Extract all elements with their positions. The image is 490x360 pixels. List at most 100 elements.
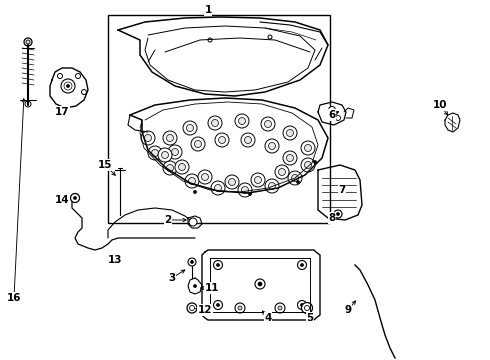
Circle shape [191, 137, 205, 151]
Circle shape [61, 79, 75, 93]
Circle shape [185, 174, 199, 188]
Circle shape [64, 82, 72, 90]
Circle shape [301, 302, 313, 314]
Circle shape [228, 179, 236, 185]
Circle shape [245, 136, 251, 144]
Circle shape [141, 131, 155, 145]
Circle shape [189, 218, 197, 226]
Circle shape [74, 197, 76, 199]
Circle shape [183, 121, 197, 135]
Circle shape [194, 284, 196, 288]
Text: 14: 14 [55, 195, 69, 205]
Circle shape [151, 149, 158, 157]
Circle shape [211, 181, 225, 195]
Circle shape [225, 175, 239, 189]
Circle shape [187, 303, 197, 313]
Circle shape [145, 135, 151, 141]
Circle shape [148, 146, 162, 160]
Circle shape [214, 261, 222, 270]
Circle shape [215, 133, 229, 147]
Circle shape [255, 279, 265, 289]
Circle shape [336, 116, 341, 121]
Text: 5: 5 [306, 313, 314, 323]
Circle shape [71, 194, 79, 202]
Circle shape [301, 158, 315, 172]
Text: 12: 12 [198, 305, 212, 315]
Text: 2: 2 [164, 215, 171, 225]
Circle shape [283, 151, 297, 165]
Circle shape [178, 163, 186, 171]
Circle shape [238, 306, 242, 310]
Circle shape [287, 154, 294, 162]
Circle shape [292, 175, 298, 181]
Circle shape [214, 301, 222, 310]
Circle shape [188, 258, 196, 266]
Circle shape [283, 126, 297, 140]
Circle shape [191, 261, 194, 264]
Text: 1: 1 [204, 5, 212, 15]
Circle shape [75, 73, 80, 78]
Circle shape [172, 148, 178, 156]
Circle shape [208, 116, 222, 130]
Circle shape [194, 190, 196, 194]
Circle shape [268, 35, 272, 39]
Circle shape [261, 117, 275, 131]
Circle shape [337, 212, 340, 216]
Text: 9: 9 [344, 305, 351, 315]
Circle shape [158, 148, 172, 162]
Text: 16: 16 [7, 293, 21, 303]
Circle shape [297, 301, 307, 310]
Circle shape [198, 170, 212, 184]
Circle shape [24, 38, 32, 46]
Text: 17: 17 [55, 107, 69, 117]
Text: 13: 13 [108, 255, 122, 265]
Circle shape [287, 130, 294, 136]
Circle shape [265, 121, 271, 127]
Text: 10: 10 [433, 100, 447, 110]
Circle shape [239, 117, 245, 125]
Text: 7: 7 [338, 185, 345, 195]
Circle shape [190, 306, 195, 310]
Circle shape [26, 40, 30, 44]
Circle shape [275, 165, 289, 179]
Circle shape [278, 168, 286, 175]
Text: 3: 3 [169, 273, 175, 283]
Circle shape [25, 101, 31, 107]
Text: 8: 8 [328, 213, 336, 223]
Circle shape [278, 306, 282, 310]
Circle shape [212, 120, 219, 126]
Circle shape [175, 160, 189, 174]
Circle shape [217, 303, 220, 306]
Circle shape [265, 139, 279, 153]
Circle shape [269, 183, 275, 189]
Circle shape [168, 145, 182, 159]
Text: 4: 4 [264, 313, 271, 323]
Text: 6: 6 [328, 110, 336, 120]
Circle shape [57, 73, 63, 78]
Circle shape [167, 135, 173, 141]
Circle shape [235, 114, 249, 128]
Circle shape [304, 144, 312, 152]
Circle shape [301, 141, 315, 155]
Bar [108, 15, 330, 223]
Circle shape [288, 171, 302, 185]
Circle shape [242, 186, 248, 194]
Circle shape [251, 173, 265, 187]
Circle shape [300, 303, 303, 306]
Circle shape [269, 143, 275, 149]
Circle shape [189, 177, 196, 184]
Circle shape [275, 303, 285, 313]
Circle shape [167, 165, 173, 171]
Circle shape [195, 140, 201, 148]
Text: 11: 11 [205, 283, 219, 293]
Circle shape [162, 152, 169, 158]
Circle shape [297, 261, 307, 270]
Circle shape [217, 264, 220, 266]
Circle shape [163, 161, 177, 175]
Circle shape [163, 131, 177, 145]
Circle shape [300, 264, 303, 266]
Circle shape [201, 174, 209, 180]
Circle shape [219, 136, 225, 144]
Circle shape [304, 306, 310, 310]
Circle shape [334, 210, 342, 218]
